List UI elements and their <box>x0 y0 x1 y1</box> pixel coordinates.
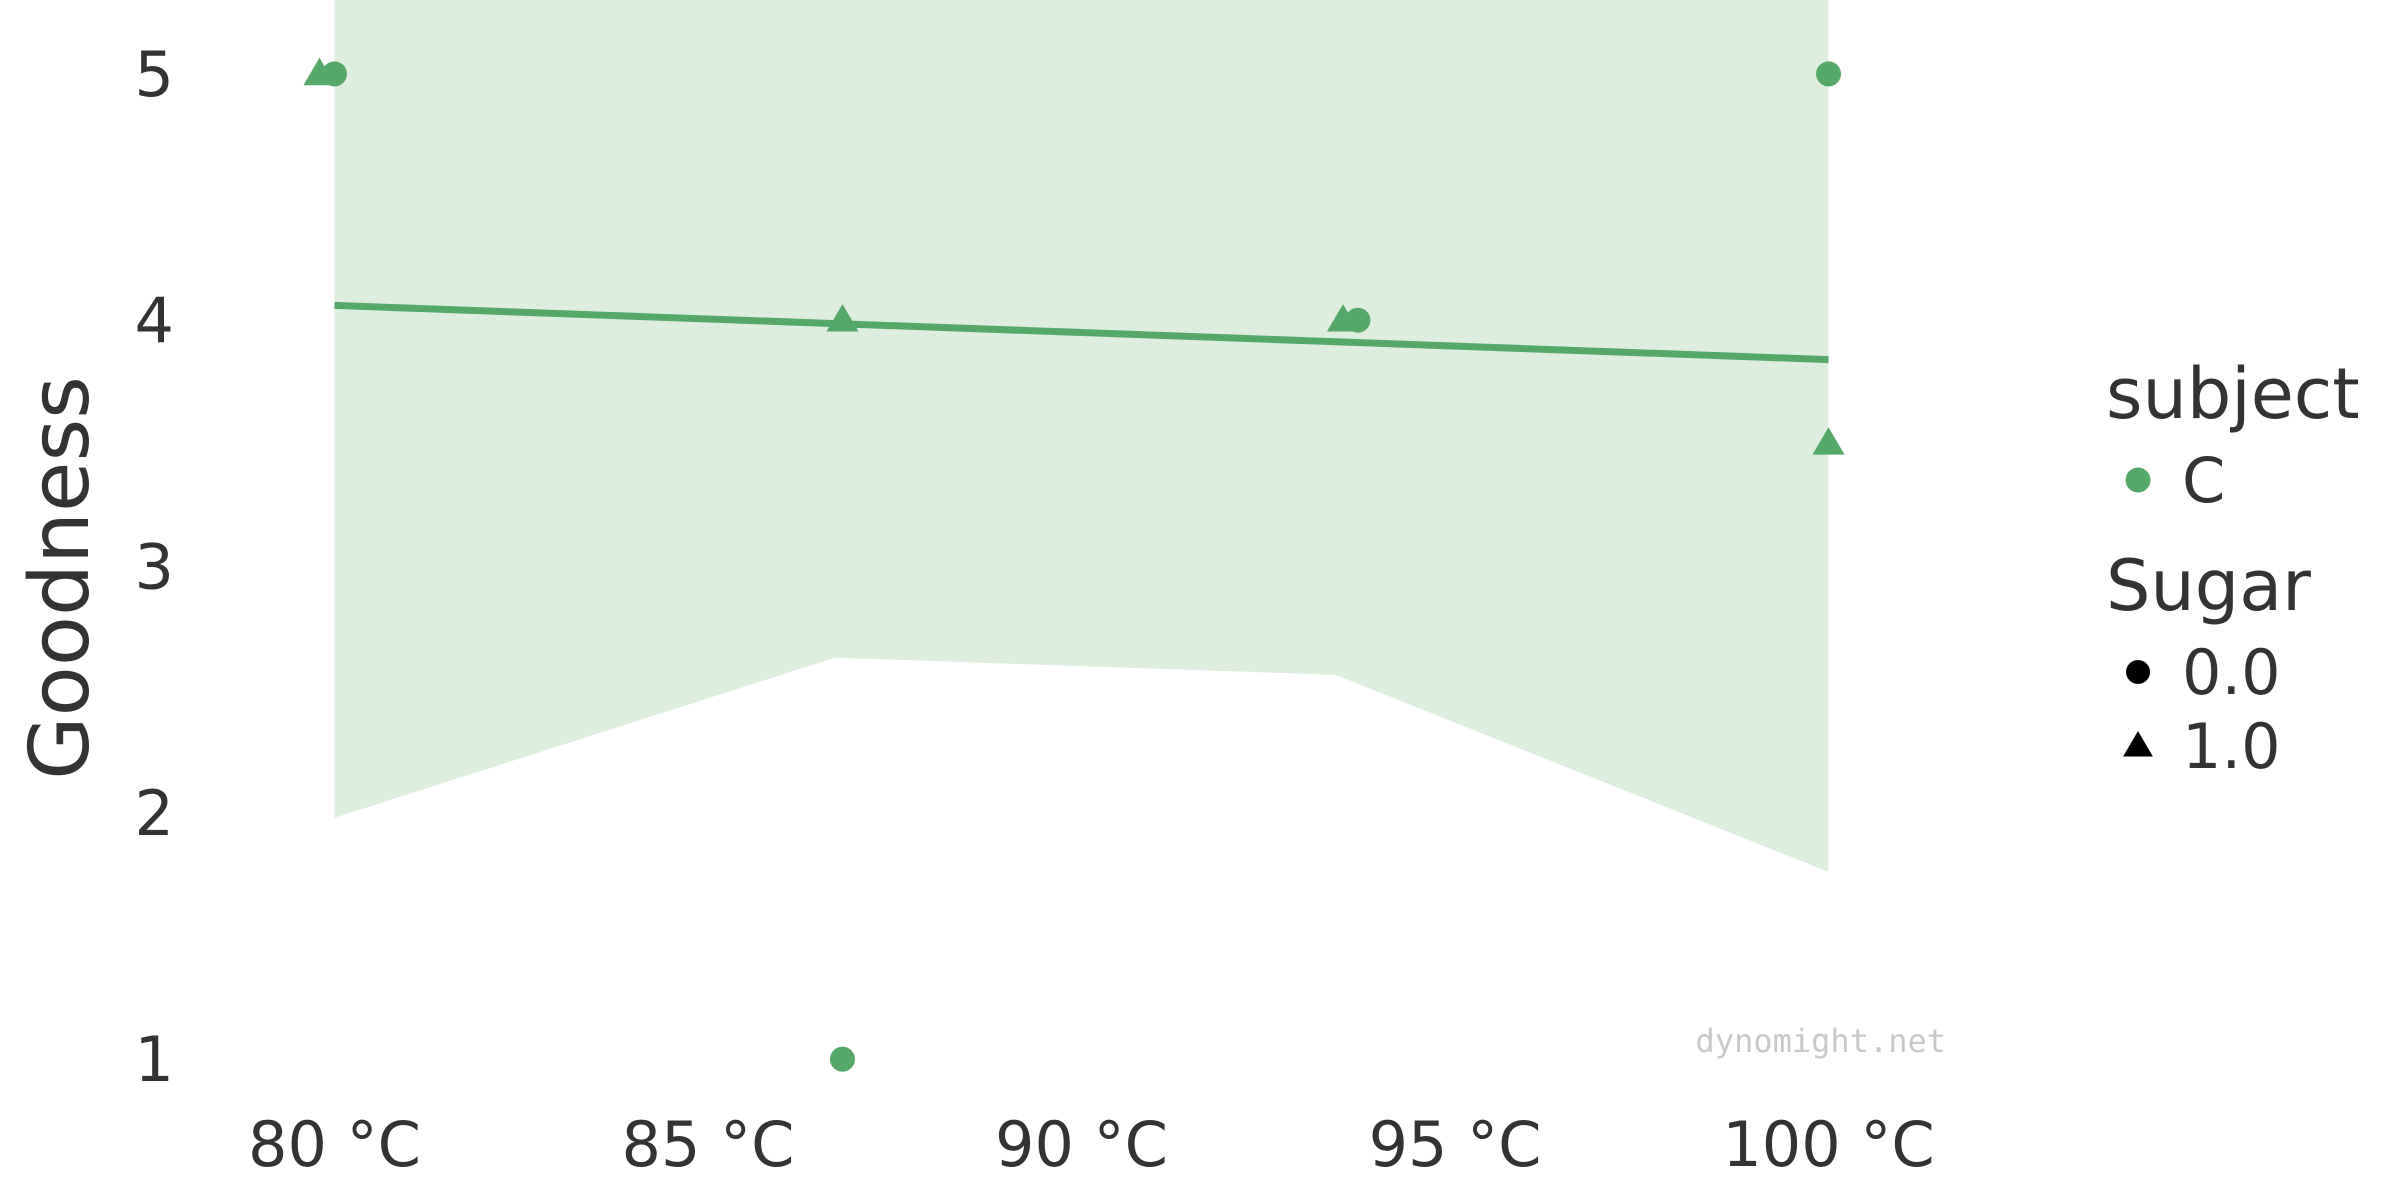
point-sugar-0 <box>829 1046 855 1072</box>
confidence-band-layer <box>334 0 1829 872</box>
x-tick-label: 85 °C <box>622 1108 795 1181</box>
point-sugar-0 <box>1816 61 1842 87</box>
y-tick-label: 1 <box>135 1023 174 1096</box>
x-tick-label: 90 °C <box>995 1108 1168 1181</box>
watermark: dynomight.net <box>1696 1022 1946 1060</box>
x-tick-label: 95 °C <box>1369 1108 1542 1181</box>
y-tick-label: 2 <box>135 777 174 850</box>
x-tick-label: 100 °C <box>1722 1108 1934 1181</box>
x-tick-labels: 80 °C 85 °C 90 °C 95 °C 100 °C <box>248 1108 1935 1181</box>
point-sugar-0 <box>321 61 347 87</box>
legend-style-entries: 0.01.0 <box>2123 636 2281 783</box>
point-sugar-1 <box>826 304 859 332</box>
point-sugar-1 <box>1812 427 1845 455</box>
legend: subject C Sugar 0.01.0 <box>2106 353 2360 783</box>
x-tick-label: 80 °C <box>248 1108 421 1181</box>
legend-title-subject: subject <box>2106 353 2360 435</box>
legend-label-C: C <box>2182 444 2225 517</box>
legend-marker-circle <box>2126 660 2150 684</box>
fit-line-layer <box>334 301 1829 364</box>
legend-label-sugar-0.0: 0.0 <box>2182 636 2281 709</box>
legend-label-sugar-1.0: 1.0 <box>2182 710 2281 783</box>
legend-marker-triangle <box>2123 731 2153 757</box>
point-sugar-0 <box>1345 307 1371 333</box>
confidence-band <box>334 0 1829 872</box>
fit-line <box>334 301 1829 364</box>
legend-hue-entries: C <box>2125 444 2225 517</box>
legend-title-sugar: Sugar <box>2106 545 2311 627</box>
legend-marker-C <box>2125 467 2151 493</box>
y-axis-title: Goodness <box>13 376 108 780</box>
y-tick-label: 4 <box>135 284 174 357</box>
points-layer <box>303 57 1845 1072</box>
y-tick-label: 3 <box>135 531 174 604</box>
y-tick-label: 5 <box>135 38 174 111</box>
y-tick-labels: 1 2 3 4 5 <box>135 38 174 1096</box>
